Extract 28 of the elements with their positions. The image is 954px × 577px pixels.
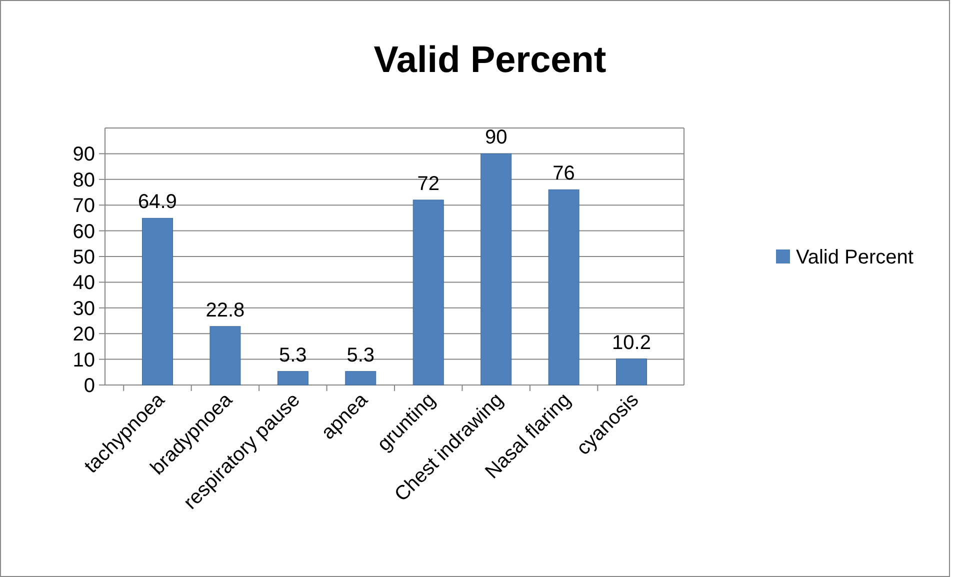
y-tick-label: 0 (84, 375, 95, 397)
y-tick-label: 60 (72, 220, 95, 243)
data-label: 90 (484, 126, 508, 149)
data-label: 10.2 (612, 332, 651, 354)
y-tick-label: 80 (72, 169, 95, 192)
chart-title: Valid Percent (374, 39, 606, 80)
bar (210, 326, 241, 386)
data-label: 72 (417, 172, 440, 195)
data-label: 64.9 (138, 191, 177, 214)
legend-label: Valid Percent (796, 246, 914, 268)
bar (345, 371, 376, 386)
y-tick-label: 40 (72, 272, 95, 294)
y-tick-label: 30 (72, 298, 95, 320)
y-tick-label: 50 (72, 246, 95, 268)
bar (277, 371, 308, 386)
data-label: 5.3 (279, 344, 307, 366)
bar (616, 358, 648, 386)
y-tick-label: 10 (72, 349, 95, 372)
bar (142, 218, 173, 386)
data-label: 76 (552, 162, 575, 185)
bar (412, 200, 444, 386)
bar (480, 153, 512, 386)
bar (548, 189, 580, 386)
y-tick-label: 90 (72, 144, 95, 166)
data-label: 22.8 (206, 299, 245, 322)
data-label: 5.3 (346, 344, 375, 366)
y-tick-label: 20 (72, 324, 95, 346)
y-tick-label: 70 (72, 195, 95, 218)
